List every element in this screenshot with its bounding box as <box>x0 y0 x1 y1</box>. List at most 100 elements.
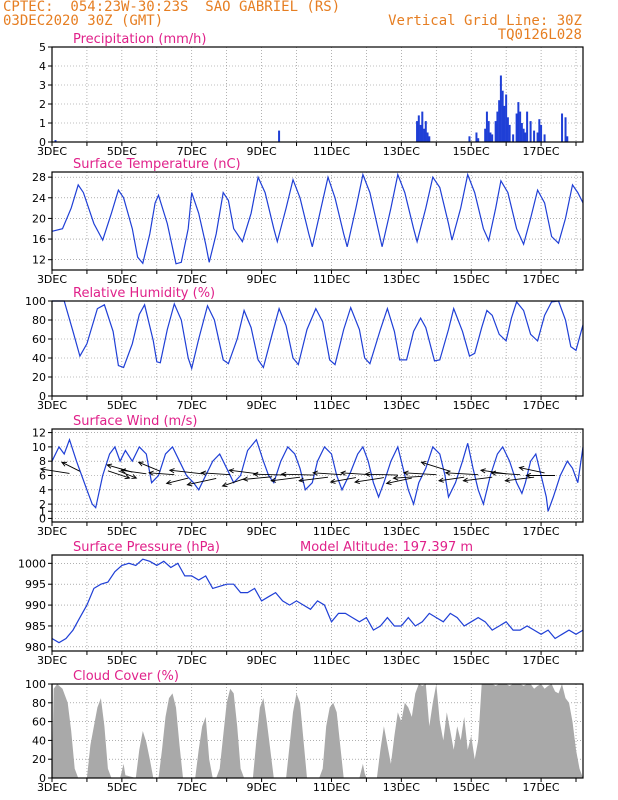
precip-bar <box>496 111 499 142</box>
precip-bar <box>536 132 539 142</box>
wind-arrowhead <box>490 470 497 476</box>
wind-arrowhead <box>221 482 228 488</box>
precip-bar <box>489 132 492 142</box>
wind-vector <box>355 477 384 483</box>
precip-bar <box>503 105 506 142</box>
wind-vector <box>393 475 423 479</box>
x-tick-label: 13DEC <box>383 525 420 538</box>
wind-arrowhead <box>124 474 131 480</box>
x-tick-label: 17DEC <box>523 145 560 158</box>
wind-vector <box>222 478 245 487</box>
wind-arrowhead <box>385 479 392 486</box>
x-tick-label: 3DEC <box>37 781 67 794</box>
y-tick-label: 20 <box>32 212 46 225</box>
y-tick-label: 0 <box>39 512 46 525</box>
wind-arrowhead <box>200 470 207 476</box>
precip-bar <box>417 115 420 142</box>
precip-bar <box>566 136 569 142</box>
y-tick-label: 60 <box>32 333 46 346</box>
precip-bar <box>419 124 422 142</box>
wind-arrowhead <box>364 471 371 477</box>
wind-arrowhead <box>298 477 305 483</box>
wind-arrowhead <box>329 478 336 484</box>
x-tick-label: 15DEC <box>453 654 490 667</box>
wind-arrowhead <box>280 471 287 477</box>
wind-vector <box>166 477 189 484</box>
precip-bar <box>494 121 497 142</box>
wind-arrowhead <box>61 461 67 467</box>
y-tick-label: 40 <box>32 352 46 365</box>
y-tick-label: 980 <box>25 641 46 654</box>
wind-vector <box>118 470 137 479</box>
y-tick-label: 100 <box>25 295 46 308</box>
temp-series-line <box>51 172 584 265</box>
precip-title: Precipitation (mm/h) <box>73 32 206 47</box>
precip-bar <box>468 136 471 142</box>
precip-bar <box>519 111 522 142</box>
precip-bar <box>428 136 431 142</box>
wind-vector <box>421 461 451 472</box>
wind-vector <box>365 473 398 476</box>
y-tick-label: 12 <box>32 427 46 440</box>
precip-bar <box>423 128 426 142</box>
precip-bar <box>487 121 490 142</box>
x-tick-label: 3DEC <box>37 399 67 412</box>
x-tick-label: 13DEC <box>383 273 420 286</box>
x-tick-label: 3DEC <box>37 525 67 538</box>
precip-bar <box>505 94 508 142</box>
cloud-title: Cloud Cover (%) <box>73 669 179 684</box>
wind-arrowhead <box>131 474 138 479</box>
precip-bar <box>564 117 567 142</box>
precip-frame <box>51 46 584 143</box>
x-tick-label: 17DEC <box>523 399 560 412</box>
x-tick-label: 9DEC <box>247 525 277 538</box>
y-tick-label: 28 <box>32 171 46 184</box>
y-tick-label: 5 <box>39 41 46 54</box>
y-tick-label: 100 <box>25 678 46 691</box>
wind-arrowhead <box>165 479 172 485</box>
wind-arrowhead <box>148 470 154 476</box>
wind-vector <box>299 476 329 482</box>
x-tick-label: 15DEC <box>453 273 490 286</box>
y-tick-label: 0 <box>39 390 46 403</box>
wind-arrowhead <box>354 478 360 484</box>
wind-arrowhead <box>106 463 113 469</box>
station-header: CPTEC: 054:23W-30:23S SAO GABRIEL (RS) <box>3 0 341 15</box>
precip-bar <box>421 111 424 142</box>
y-tick-label: 0 <box>39 136 46 149</box>
precip-bar <box>278 130 281 142</box>
wind-arrowhead <box>137 461 144 467</box>
rh-series-line <box>52 300 584 371</box>
wind-vector <box>187 478 217 486</box>
wind-vector <box>505 476 535 482</box>
precip-bar <box>475 132 478 142</box>
x-tick-label: 9DEC <box>247 273 277 286</box>
wind-arrowhead <box>340 470 346 476</box>
rh-title: Relative Humidity (%) <box>73 286 215 301</box>
wind-arrowhead <box>437 477 444 483</box>
temp-title: Surface Temperature (nC) <box>73 157 241 172</box>
y-tick-label: 4 <box>39 484 46 497</box>
x-tick-label: 3DEC <box>37 145 67 158</box>
x-tick-label: 5DEC <box>107 273 137 286</box>
x-tick-label: 13DEC <box>383 781 420 794</box>
precip-bar <box>561 113 564 142</box>
x-tick-label: 5DEC <box>107 654 137 667</box>
x-tick-label: 5DEC <box>107 781 137 794</box>
y-tick-label: 80 <box>32 697 46 710</box>
wind-arrowhead <box>402 470 409 476</box>
wind-arrowhead <box>479 468 486 474</box>
x-tick-label: 7DEC <box>177 525 207 538</box>
wind-vector <box>271 476 301 482</box>
temp-frame <box>51 171 584 271</box>
x-tick-label: 5DEC <box>107 399 137 412</box>
wind-vector <box>330 477 357 483</box>
x-tick-label: 7DEC <box>177 145 207 158</box>
precip-bar <box>498 100 501 142</box>
y-tick-label: 4 <box>39 60 46 73</box>
wind-vector <box>403 472 437 476</box>
precip-bar <box>512 134 515 142</box>
y-tick-label: 6 <box>39 470 46 483</box>
precip-bar <box>491 134 494 142</box>
